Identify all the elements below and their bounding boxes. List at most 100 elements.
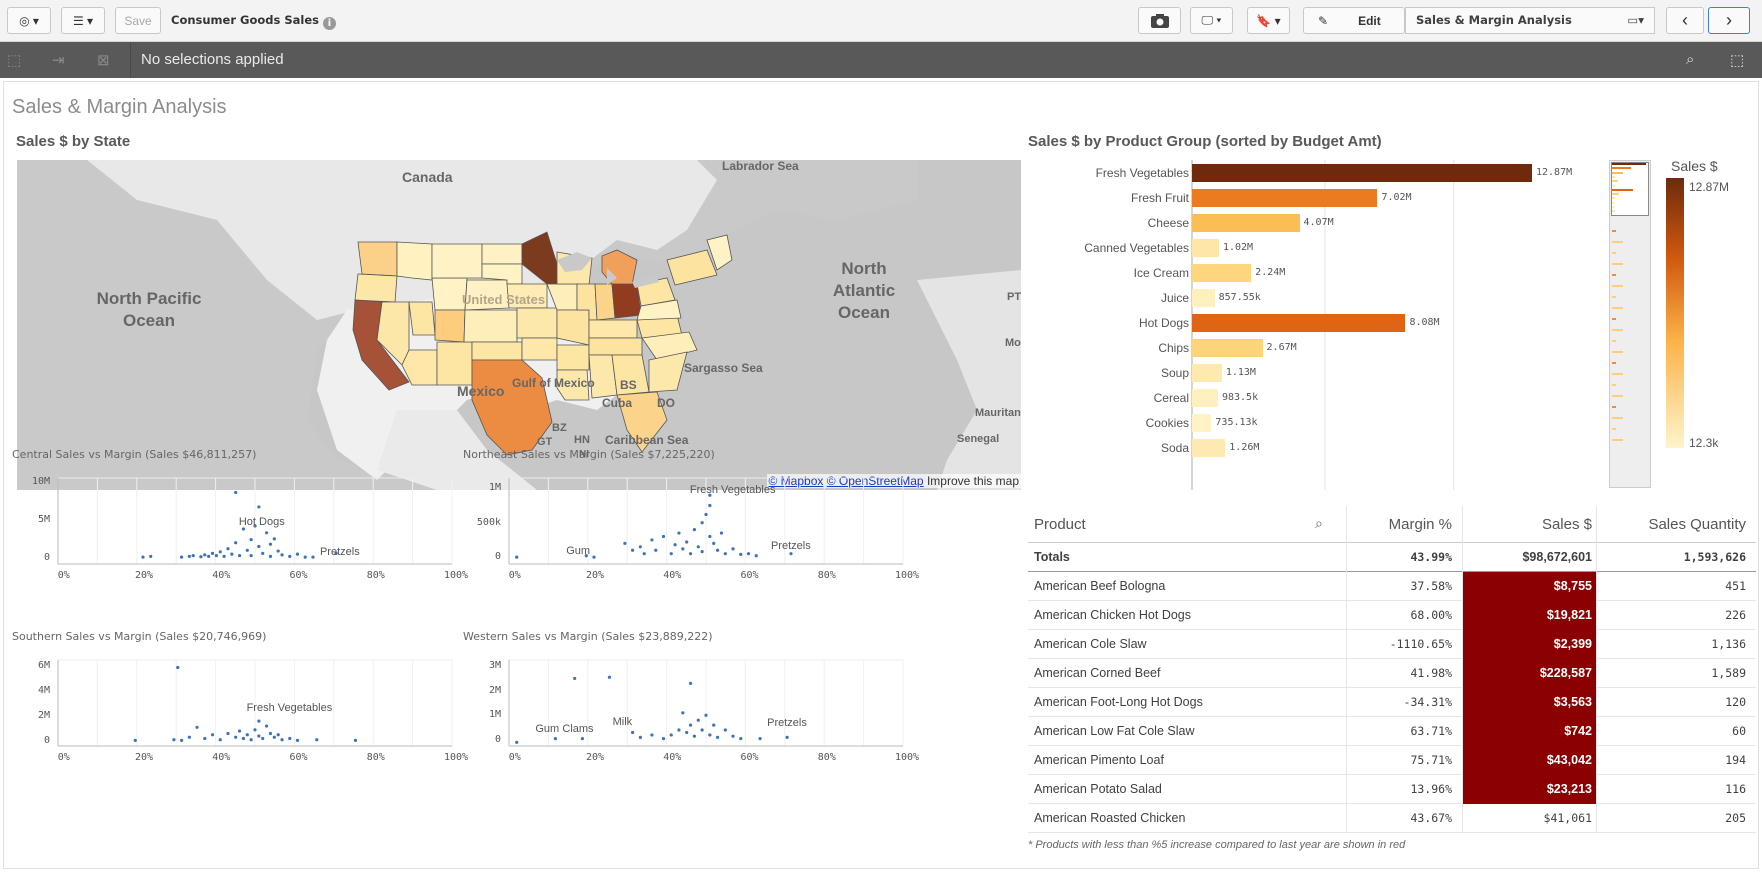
scatter-point[interactable] bbox=[230, 552, 234, 556]
table-row[interactable]: American Chicken Hot Dogs 68.00% $19,821 22… bbox=[1028, 601, 1756, 630]
scatter-point[interactable] bbox=[218, 738, 222, 742]
scatter-point[interactable] bbox=[708, 503, 712, 508]
scatter-point[interactable] bbox=[607, 675, 612, 679]
scatter-point[interactable] bbox=[731, 734, 735, 738]
scatter-point[interactable] bbox=[203, 553, 207, 557]
bookmark-button[interactable]: 🔖 ▾ bbox=[1247, 7, 1290, 34]
scatter-point[interactable] bbox=[241, 527, 246, 531]
sales-by-product-group-chart[interactable]: Sales $ 12.87M 12.3k Fresh Vegetables 12.… bbox=[1029, 158, 1759, 490]
edit-button[interactable]: ✎ Edit bbox=[1303, 7, 1405, 34]
scatter-point[interactable] bbox=[700, 728, 704, 732]
scatter-point[interactable] bbox=[257, 734, 261, 738]
scatter-point[interactable] bbox=[696, 718, 700, 722]
present-button[interactable]: 🖵 ▾ bbox=[1190, 7, 1233, 34]
scatter-point[interactable] bbox=[580, 737, 584, 741]
table-row[interactable]: American Beef Bologna 37.58% $8,755 451 bbox=[1028, 572, 1756, 601]
bar-category-label[interactable]: Cheese bbox=[1147, 216, 1189, 230]
table-row[interactable]: American Pimento Loaf 75.71% $43,042 194 bbox=[1028, 746, 1756, 775]
bar-category-label[interactable]: Ice Cream bbox=[1133, 266, 1189, 280]
scatter-point[interactable] bbox=[257, 505, 261, 509]
scatter-point[interactable] bbox=[288, 736, 292, 741]
scatter-point[interactable] bbox=[245, 733, 249, 737]
next-sheet-button[interactable]: › bbox=[1708, 7, 1750, 34]
scatter-point[interactable] bbox=[746, 552, 751, 556]
scatter-point[interactable] bbox=[515, 555, 519, 559]
bar[interactable] bbox=[1192, 389, 1218, 407]
scatter-point[interactable] bbox=[226, 731, 230, 736]
scatter-point[interactable] bbox=[677, 531, 681, 535]
scatter-point[interactable] bbox=[704, 713, 708, 717]
bar-category-label[interactable]: Cereal bbox=[1153, 391, 1189, 405]
scatter-point[interactable] bbox=[638, 735, 642, 739]
scatter-point[interactable] bbox=[257, 544, 261, 549]
scatter-point[interactable] bbox=[739, 737, 743, 741]
bar[interactable] bbox=[1192, 239, 1219, 257]
bar[interactable] bbox=[1192, 339, 1263, 357]
search-icon[interactable]: ⌕ bbox=[1315, 515, 1323, 531]
bar[interactable] bbox=[1192, 164, 1532, 182]
scatter-point[interactable] bbox=[218, 550, 222, 554]
scatter-point[interactable] bbox=[195, 725, 199, 729]
color-legend-gradient[interactable] bbox=[1666, 178, 1684, 448]
scatter-point[interactable] bbox=[133, 738, 137, 742]
scatter-point[interactable] bbox=[237, 554, 242, 558]
step-forward-icon[interactable]: ⇥ bbox=[52, 52, 65, 69]
scatter-point[interactable] bbox=[692, 734, 697, 738]
scatter-point[interactable] bbox=[268, 731, 273, 736]
bar-category-label[interactable]: Soup bbox=[1160, 366, 1189, 380]
scatter-point[interactable] bbox=[226, 547, 230, 551]
global-menu-button[interactable]: ☰ ▾ bbox=[61, 7, 105, 34]
header-sales[interactable]: Sales $ bbox=[1541, 516, 1592, 533]
scatter-point[interactable] bbox=[715, 548, 720, 552]
scatter-point[interactable] bbox=[712, 723, 716, 727]
scatter-point[interactable] bbox=[280, 553, 284, 557]
scatter-point[interactable] bbox=[712, 541, 716, 545]
scatter-point[interactable] bbox=[708, 534, 712, 539]
table-row[interactable]: American Potato Salad 13.96% $23,213 116 bbox=[1028, 775, 1756, 804]
table-row[interactable]: American Roasted Chicken 43.67% $41,061 205 bbox=[1028, 804, 1756, 833]
clear-selections-icon[interactable]: ⊠ bbox=[97, 52, 110, 69]
scatter-point[interactable] bbox=[141, 555, 145, 559]
scatter-point[interactable] bbox=[700, 521, 704, 525]
smart-search-icon[interactable]: ⬚ bbox=[1730, 52, 1745, 69]
scatter-point[interactable] bbox=[268, 542, 273, 546]
scatter-point[interactable] bbox=[199, 555, 203, 559]
scatter-point[interactable] bbox=[638, 545, 642, 549]
scatter-point[interactable] bbox=[669, 552, 673, 556]
bar-category-label[interactable]: Juice bbox=[1160, 291, 1189, 305]
scatter-point[interactable] bbox=[677, 728, 681, 732]
scatter-point[interactable] bbox=[264, 531, 269, 535]
scatter-point[interactable] bbox=[650, 733, 654, 737]
scatter-point[interactable] bbox=[700, 550, 704, 554]
scatter-chart[interactable]: Northeast Sales vs Margin (Sales $7,225,… bbox=[463, 448, 919, 610]
scatter-point[interactable] bbox=[180, 555, 184, 559]
table-row[interactable]: American Corned Beef 41.98% $228,587 1,589 bbox=[1028, 659, 1756, 688]
bar[interactable] bbox=[1192, 214, 1300, 232]
info-icon[interactable]: i bbox=[322, 17, 336, 30]
table-row[interactable]: American Cole Slaw -1110.65% $2,399 1,136 bbox=[1028, 630, 1756, 659]
scatter-point[interactable] bbox=[785, 735, 789, 739]
bar-category-label[interactable]: Cookies bbox=[1145, 416, 1189, 430]
scatter-point[interactable] bbox=[149, 554, 153, 558]
scatter-point[interactable] bbox=[650, 538, 654, 542]
scatter-point[interactable] bbox=[719, 531, 724, 535]
scatter-point[interactable] bbox=[261, 551, 265, 555]
scatter-point[interactable] bbox=[584, 554, 588, 558]
scatter-point[interactable] bbox=[654, 548, 658, 552]
scatter-point[interactable] bbox=[237, 729, 242, 733]
scatter-point[interactable] bbox=[553, 737, 557, 741]
scatter-point[interactable] bbox=[249, 738, 253, 742]
previous-sheet-button[interactable]: ‹ bbox=[1666, 7, 1704, 34]
scatter-point[interactable] bbox=[708, 733, 712, 737]
bar[interactable] bbox=[1192, 289, 1215, 307]
scatter-point[interactable] bbox=[172, 738, 176, 742]
scatter-point[interactable] bbox=[688, 723, 693, 727]
scatter-point[interactable] bbox=[754, 554, 758, 558]
scatter-point[interactable] bbox=[704, 512, 708, 517]
scatter-point[interactable] bbox=[187, 735, 191, 739]
scatter-point[interactable] bbox=[210, 733, 215, 737]
scatter-point[interactable] bbox=[176, 665, 180, 670]
scatter-chart[interactable]: Western Sales vs Margin (Sales $23,889,2… bbox=[463, 630, 919, 792]
scatter-point[interactable] bbox=[685, 540, 689, 544]
scatter-point[interactable] bbox=[241, 736, 246, 741]
